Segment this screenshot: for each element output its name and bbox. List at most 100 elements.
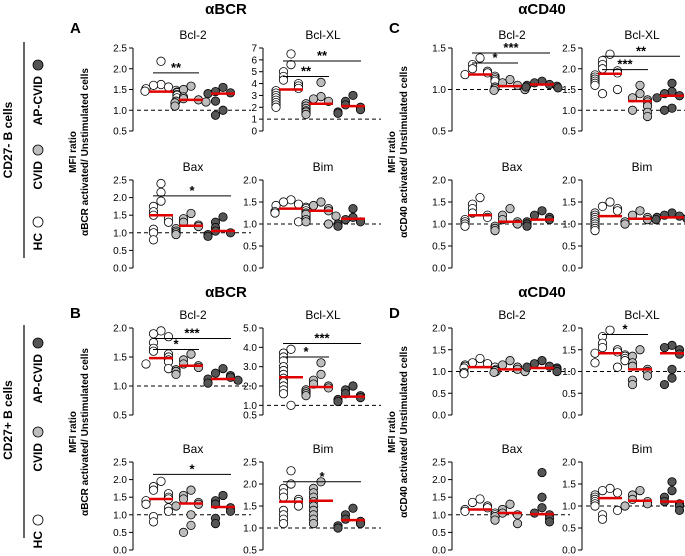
- data-point-B-bim: [286, 479, 296, 489]
- y-tick-label-C-bclxl: 1.5: [562, 85, 576, 96]
- y-tick-label-A-bim: 2.0: [243, 176, 257, 187]
- data-point-A-bclxl: [271, 102, 281, 112]
- data-point-C-bclxl: [635, 80, 645, 90]
- plot-B-bim: Bim 0.5 1.0 1.5 2.0 2.5 *: [243, 442, 381, 556]
- y-tick-label-B-bim: 2.5: [243, 458, 257, 469]
- plot-title-D-bcl2: Bcl-2: [498, 308, 526, 322]
- y-tick-label-A-bim: 1.5: [243, 198, 257, 209]
- header-abcr-top: αBCR: [205, 1, 247, 18]
- data-point-C-bax: [505, 204, 515, 214]
- data-point-B-bclxl: [333, 396, 343, 407]
- data-point-C-bcl2: [467, 64, 478, 74]
- data-point-C-bclxl: [642, 111, 653, 122]
- data-point-C-bclxl: [667, 103, 677, 113]
- data-point-B-bcl2: [163, 332, 174, 342]
- ylabel-a-line1: MFI ratio: [68, 131, 79, 173]
- data-point-C-bim: [635, 206, 645, 216]
- plot-A-bax: Bax 0.0 0.5 1.0 1.5 2.0 2.5 *: [113, 160, 251, 275]
- plot-title-A-bim: Bim: [313, 160, 334, 174]
- data-point-D-bclxl: [620, 356, 630, 366]
- data-point-D-bclxl: [590, 348, 600, 358]
- y-tick-label-D-bclxl: 0.5: [562, 389, 576, 400]
- y-tick-label-C-bcl2: 1.5: [432, 44, 446, 55]
- row-label-cd27neg: CD27- B cells: [1, 101, 15, 178]
- y-tick-label-C-bax: 0.5: [432, 242, 446, 253]
- data-point-D-bclxl: [667, 364, 677, 374]
- legend-label-hc-2: HC: [31, 531, 45, 549]
- sig-label-A-bax: *: [189, 183, 195, 198]
- plot-title-A-bcl2: Bcl-2: [179, 28, 207, 42]
- sig-label-A-bclxl: **: [317, 48, 328, 63]
- data-point-C-bim: [605, 197, 615, 207]
- data-point-D-bclxl: [642, 371, 653, 381]
- data-point-C-bclxl: [659, 105, 670, 115]
- data-point-A-bim: [331, 211, 341, 221]
- data-point-B-bax: [171, 501, 181, 511]
- data-point-A-bim: [301, 217, 311, 227]
- data-point-B-bcl2: [233, 375, 243, 385]
- ylabel-c-line1: MFI ratio: [387, 131, 398, 173]
- plot-title-D-bclxl: Bcl-XL: [624, 308, 660, 322]
- sig-label-A-bclxl: **: [301, 63, 312, 78]
- data-point-B-bclxl: [316, 369, 326, 379]
- data-point-B-bax: [210, 518, 221, 529]
- y-tick-label-A-bim: 0.5: [243, 242, 257, 253]
- data-point-C-bax: [529, 210, 540, 220]
- data-point-C-bim: [597, 201, 608, 211]
- data-point-B-bax: [225, 506, 236, 516]
- data-point-A-bax: [156, 178, 166, 189]
- data-point-B-bcl2: [186, 349, 196, 359]
- legend-top: AP-CVID CVID HC: [31, 59, 45, 250]
- y-tick-label-B-bcl2: 0.5: [113, 411, 127, 422]
- data-point-B-bclxl: [286, 344, 296, 354]
- data-point-B-bclxl: [316, 358, 326, 368]
- y-tick-label-A-bcl2: 2.5: [113, 44, 127, 55]
- data-point-A-bax: [163, 217, 174, 227]
- y-tick-label-C-bax: 1.5: [432, 198, 446, 209]
- data-point-B-bcl2: [148, 346, 159, 356]
- data-point-C-bclxl: [590, 80, 600, 90]
- data-point-D-bcl2: [459, 369, 469, 379]
- data-point-D-bclxl: [627, 379, 638, 390]
- data-point-C-bcl2: [460, 69, 470, 80]
- data-point-D-bim: [597, 485, 608, 496]
- data-point-D-bim: [605, 483, 615, 493]
- data-point-C-bcl2: [553, 83, 563, 93]
- ylabel-b-line1: MFI ratio: [68, 411, 79, 453]
- data-point-A-bclxl: [278, 75, 289, 85]
- y-tick-label-A-bcl2: 2.0: [113, 64, 127, 75]
- y-tick-label-B-bclxl: 5.0: [243, 324, 257, 335]
- sig-label-B-bim: *: [319, 469, 325, 484]
- y-tick-label-A-bax: 1.0: [113, 228, 127, 239]
- sig-label-C-bcl2: ***: [503, 40, 519, 55]
- y-tick-label-D-bclxl: 1.5: [562, 345, 576, 356]
- data-point-B-bax: [178, 494, 189, 504]
- data-point-D-bim: [667, 485, 677, 496]
- data-point-A-bim: [308, 200, 319, 211]
- data-point-A-bclxl: [333, 108, 343, 118]
- data-point-C-bim: [620, 219, 630, 229]
- data-point-A-bclxl: [301, 109, 311, 120]
- data-point-A-bcl2: [210, 110, 221, 120]
- data-point-D-bcl2: [505, 356, 515, 366]
- data-point-C-bax: [475, 193, 485, 203]
- data-point-B-bclxl: [278, 389, 289, 399]
- y-tick-label-D-bim: 1.5: [562, 480, 576, 491]
- legend-marker-apcvid: [32, 59, 44, 71]
- sig-label-D-bclxl: *: [622, 322, 628, 337]
- y-tick-label-B-bax: 0.5: [113, 528, 127, 539]
- plot-B-bcl2: Bcl-20.51.01.52.0 ****: [113, 308, 251, 422]
- sig-label-C-bclxl: **: [636, 43, 647, 58]
- sig-label-B-bcl2: *: [173, 336, 179, 351]
- data-point-D-bax: [460, 506, 470, 516]
- y-tick-label-D-bax: 1.0: [432, 510, 446, 521]
- y-tick-label-C-bim: 1.0: [562, 220, 576, 231]
- data-point-B-bcl2: [218, 363, 228, 374]
- y-tick-label-D-bcl2: 2.0: [432, 324, 446, 335]
- panel-letter-b: B: [70, 305, 81, 322]
- y-tick-label-A-bcl2: 0.5: [113, 127, 127, 138]
- y-tick-label-D-bclxl: 0.0: [562, 411, 576, 422]
- plot-D-bcl2: Bcl-2 0.0 0.5 1.0 1.5 2.0: [432, 308, 570, 422]
- y-tick-label-B-bclxl: 3.0: [243, 362, 257, 373]
